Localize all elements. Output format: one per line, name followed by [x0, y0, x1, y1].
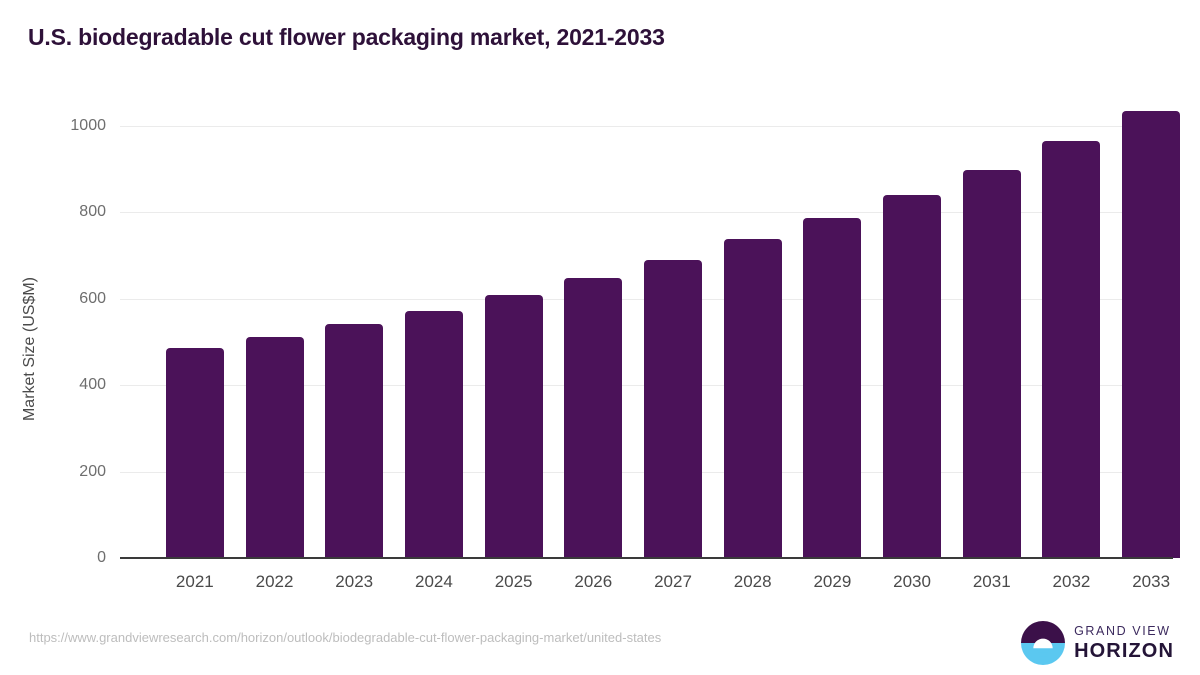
x-tick-label-2028: 2028 — [733, 572, 772, 591]
x-axis-line — [120, 557, 1173, 559]
x-tick-label-2023: 2023 — [335, 572, 374, 591]
x-tick-label-2025: 2025 — [494, 572, 533, 591]
y-tick-label: 400 — [79, 376, 106, 394]
logo-line-grand-view: GRAND VIEW — [1074, 624, 1171, 639]
y-tick-label: 800 — [79, 203, 106, 221]
x-tick-label-2024: 2024 — [415, 572, 453, 591]
bar-2029[interactable] — [803, 218, 862, 558]
x-tick-label-2033: 2033 — [1132, 572, 1171, 591]
bar-2023[interactable] — [325, 324, 384, 558]
y-tick-label: 200 — [79, 462, 106, 480]
x-tick-label-2031: 2031 — [972, 572, 1011, 591]
x-tick-label-2022: 2022 — [255, 572, 294, 591]
grand-view-horizon-logo-icon — [1021, 621, 1066, 665]
gridline — [120, 126, 1173, 127]
x-tick-label-2030: 2030 — [893, 572, 931, 591]
x-tick-label-2026: 2026 — [574, 572, 613, 591]
bar-2024[interactable] — [404, 310, 463, 558]
bar-2031[interactable] — [962, 169, 1021, 558]
brand-logo[interactable]: GRAND VIEW HORIZON — [1021, 620, 1174, 666]
bar-2027[interactable] — [644, 259, 702, 558]
y-tick-label: 1000 — [70, 117, 106, 134]
bar-2030[interactable] — [883, 195, 942, 558]
logo-wordmark: GRAND VIEW HORIZON — [1074, 625, 1174, 661]
x-tick-label-2021: 2021 — [175, 572, 214, 591]
bar-2025[interactable] — [484, 294, 543, 558]
x-tick-label-2032: 2032 — [1052, 572, 1091, 591]
bar-2028[interactable] — [723, 239, 782, 558]
bar-2032[interactable] — [1042, 141, 1101, 558]
x-tick-label-2027: 2027 — [654, 572, 692, 591]
page-title: U.S. biodegradable cut flower packaging … — [28, 24, 665, 50]
source-url[interactable]: https://www.grandviewresearch.com/horizo… — [29, 630, 662, 645]
bar-2026[interactable] — [564, 278, 623, 558]
gridline — [120, 212, 1173, 214]
logo-line-horizon: HORIZON — [1074, 639, 1174, 662]
bar-2033[interactable] — [1122, 111, 1181, 558]
bar-2022[interactable] — [245, 336, 304, 558]
y-axis-title: Market Size (US$M) — [21, 276, 38, 422]
x-tick-label-2029: 2029 — [813, 572, 852, 591]
y-tick-label: 0 — [97, 549, 106, 566]
bar-2021[interactable] — [165, 348, 224, 558]
y-tick-label: 600 — [79, 289, 106, 307]
